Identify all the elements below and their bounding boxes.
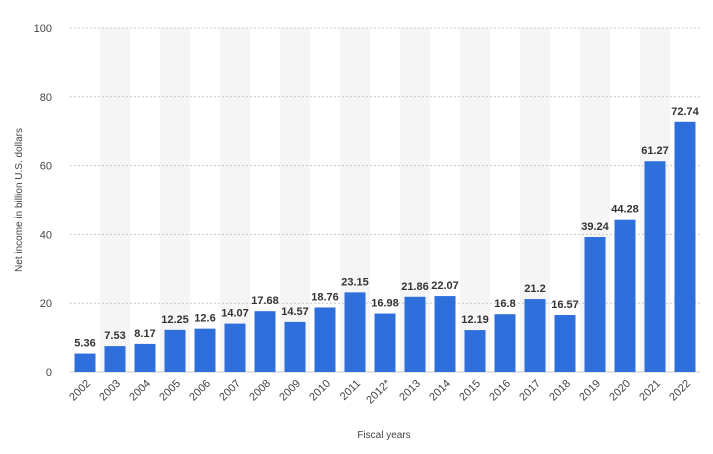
bar-value-label: 44.28	[611, 204, 639, 216]
x-tick-label: 2003	[97, 378, 123, 404]
x-tick-label: 2009	[277, 378, 303, 404]
bar-value-label: 12.25	[161, 314, 189, 326]
bar-value-label: 18.76	[311, 291, 339, 303]
background-band	[100, 28, 130, 372]
y-axis-title: Net income in billion U.S. dollars	[14, 128, 25, 272]
bar[interactable]	[374, 313, 396, 372]
x-tick-label: 2018	[547, 378, 573, 404]
y-tick-label: 60	[40, 161, 52, 173]
x-axis-title: Fiscal years	[357, 430, 410, 441]
bar-value-label: 72.74	[671, 106, 699, 118]
value-labels: 5.36 7.53 8.17 12.25 12.6 14.0717.6814.5718.7…	[74, 106, 699, 350]
x-tick-label: 2004	[127, 378, 153, 404]
y-tick-label: 40	[40, 229, 52, 241]
x-tick-label: 2017	[517, 378, 543, 404]
bar[interactable]	[464, 330, 486, 372]
bar-value-label: 16.98	[371, 298, 399, 310]
bar[interactable]	[104, 346, 126, 372]
x-tick-label: 2007	[217, 378, 243, 404]
x-tick-label: 2019	[577, 378, 603, 404]
bar[interactable]	[494, 314, 516, 372]
x-tick-label: 2020	[607, 378, 633, 404]
x-axis-ticks: 2002 2003 2004 2005 2006 2007 2008 2009 2010 2011…	[67, 377, 693, 406]
x-tick-label: 2002	[67, 378, 93, 404]
x-tick-label: 2016	[487, 378, 513, 404]
x-tick-label: 2022	[667, 378, 693, 404]
x-tick-label: 2015	[457, 378, 483, 404]
bar[interactable]	[614, 219, 636, 372]
bar[interactable]	[644, 161, 666, 372]
bar[interactable]	[314, 307, 336, 372]
bar-value-label: 22.07	[431, 280, 459, 292]
bar-value-label: 16.57	[551, 299, 579, 311]
background-band	[160, 28, 190, 372]
bar-value-label: 14.07	[221, 308, 249, 320]
x-tick-label: 2008	[247, 378, 273, 404]
bar[interactable]	[404, 296, 426, 372]
bar[interactable]	[224, 323, 246, 372]
x-tick-label: 2021	[637, 378, 663, 404]
x-tick-label: 2011	[338, 378, 363, 403]
y-tick-label: 0	[46, 367, 52, 379]
bar[interactable]	[164, 329, 186, 372]
bar-value-label: 16.8	[494, 298, 515, 310]
bar[interactable]	[344, 292, 366, 372]
bar[interactable]	[134, 343, 156, 372]
bar-value-label: 21.2	[524, 283, 545, 295]
bar[interactable]	[434, 296, 456, 372]
bar-value-label: 21.86	[401, 281, 429, 293]
bar[interactable]	[194, 328, 216, 372]
bar[interactable]	[524, 299, 546, 372]
bar-value-label: 12.19	[461, 314, 489, 326]
bar-value-label: 17.68	[251, 295, 279, 307]
bar[interactable]	[554, 314, 576, 372]
background-band	[280, 28, 310, 372]
x-tick-label: 2010	[307, 378, 333, 404]
y-tick-label: 80	[40, 92, 52, 104]
bar-value-label: 23.15	[341, 276, 369, 288]
bar[interactable]	[74, 353, 96, 372]
y-tick-label: 20	[40, 298, 52, 310]
bar-value-label: 39.24	[581, 221, 609, 233]
x-tick-label: 2012*	[364, 377, 393, 406]
x-tick-label: 2014	[427, 378, 453, 404]
bar[interactable]	[254, 311, 276, 372]
x-tick-label: 2006	[187, 378, 213, 404]
bar-value-label: 12.6	[194, 313, 215, 325]
bar-value-label: 7.53	[104, 330, 125, 342]
bar-value-label: 14.57	[281, 306, 309, 318]
bar[interactable]	[284, 321, 306, 372]
x-tick-label: 2013	[397, 378, 423, 404]
bars	[74, 121, 696, 372]
y-axis-ticks: 0 20 40 60 80 100	[34, 23, 52, 379]
bar[interactable]	[674, 121, 696, 372]
bar[interactable]	[584, 237, 606, 372]
bar-value-label: 8.17	[134, 328, 155, 340]
y-tick-label: 100	[34, 23, 52, 35]
background-band	[460, 28, 490, 372]
background-band	[220, 28, 250, 372]
bar-value-label: 61.27	[641, 145, 669, 157]
bar-value-label: 5.36	[74, 338, 95, 350]
x-tick-label: 2005	[157, 378, 183, 404]
